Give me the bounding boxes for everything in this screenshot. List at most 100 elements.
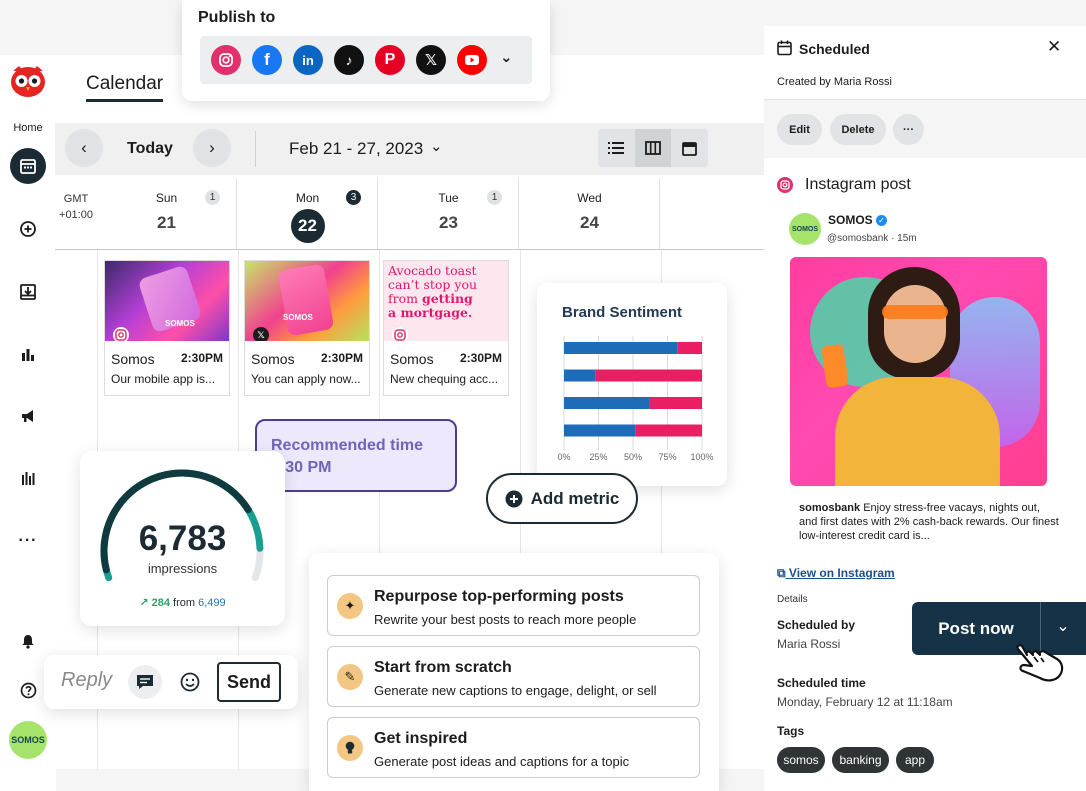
post-account: Somos [390, 351, 434, 367]
scheduled-post-card[interactable]: SOMOS 𝕏 Somos 2:30PM You can apply now..… [244, 260, 370, 396]
chevron-down-icon[interactable]: ⌄ [430, 138, 443, 155]
post-now-button[interactable]: Post now [938, 619, 1014, 638]
pinterest-icon[interactable]: P [375, 45, 405, 75]
next-week-button[interactable]: › [193, 129, 231, 167]
plus-circle-icon [505, 490, 523, 507]
send-button[interactable]: Send [217, 662, 281, 702]
created-by: Created by Maria Rossi [777, 76, 892, 88]
calendar-nav-button[interactable] [10, 148, 46, 184]
more-nav-button[interactable]: ··· [10, 523, 46, 559]
grid-line [55, 249, 766, 250]
owl-logo-icon[interactable] [9, 63, 47, 99]
impressions-value: 6,783 [138, 519, 227, 558]
account-name: SOMOS ✓ [828, 213, 888, 227]
scheduled-post-card[interactable]: SOMOS Somos 2:30PM Our mobile app is... [104, 260, 230, 396]
facebook-icon[interactable]: f [252, 45, 282, 75]
day-name: Sun [155, 191, 178, 205]
delta-value: 284 [151, 597, 170, 609]
delete-button[interactable]: Delete [830, 114, 886, 145]
edit-button[interactable]: Edit [777, 114, 822, 145]
suggestion-start-from-scratch[interactable]: ✎ Start from scratch Generate new captio… [327, 646, 700, 707]
chart-bar-segment [564, 397, 650, 409]
add-metric-button[interactable]: Add metric [486, 473, 638, 524]
calendar-icon [682, 141, 698, 156]
suggestion-get-inspired[interactable]: Get inspired Generate post ideas and cap… [327, 717, 700, 778]
recommended-time-badge[interactable]: Recommended time 2:30 PM [255, 419, 457, 492]
post-time: 2:30PM [320, 351, 363, 365]
ad-line: can’t stop you [388, 277, 478, 292]
post-time: 2:30PM [180, 351, 223, 365]
post-count-badge: 1 [205, 190, 220, 205]
help-button[interactable] [10, 672, 46, 708]
pencil-icon: ✎ [337, 664, 363, 690]
day-name: Tue [438, 191, 459, 205]
chart-bar-segment [677, 342, 702, 354]
day-name: Mon [295, 191, 320, 205]
grid-column-line [661, 250, 662, 770]
emoji-button[interactable] [173, 665, 207, 699]
create-nav-button[interactable] [10, 211, 46, 247]
impressions-label: impressions [147, 561, 218, 576]
more-options-button[interactable]: ··· [893, 114, 924, 145]
analytics-nav-button[interactable] [10, 336, 46, 372]
post-excerpt: New chequing acc... [390, 372, 499, 386]
reports-nav-button[interactable] [10, 460, 46, 496]
day-header-sun[interactable]: Sun 21 1 [97, 178, 237, 250]
today-button[interactable]: Today [127, 140, 173, 157]
profile-avatar[interactable]: SOMOS [9, 721, 47, 759]
panel-title: Scheduled [799, 41, 870, 57]
inbox-nav-button[interactable] [10, 274, 46, 310]
linkedin-icon[interactable]: in [293, 45, 323, 75]
chevron-down-icon[interactable]: ⌄ [1056, 618, 1070, 635]
ad-line: from [388, 291, 422, 306]
list-icon [608, 142, 625, 154]
day-header-mon[interactable]: Mon 22 3 [238, 178, 378, 250]
emoji-icon [180, 672, 200, 692]
saved-replies-button[interactable] [128, 665, 162, 699]
instagram-icon[interactable] [211, 45, 241, 75]
tag-chip[interactable]: banking [832, 747, 889, 773]
tag-chip[interactable]: app [896, 747, 934, 773]
post-account: Somos [251, 351, 295, 367]
x-icon[interactable]: 𝕏 [416, 45, 446, 75]
impressions-card: 6,783 impressions ↗ 284 from 6,499 [80, 451, 285, 626]
suggestion-title: Repurpose top-performing posts [374, 588, 624, 605]
card-brand-text: SOMOS [283, 313, 313, 322]
tag-chip[interactable]: somos [777, 747, 825, 773]
tiktok-icon[interactable]: ♪ [334, 45, 364, 75]
timezone-label: GMT +01:00 [55, 191, 97, 223]
home-label[interactable]: Home [13, 122, 43, 134]
brand-sentiment-chart: 0% 25% 50% 75% 100% [557, 336, 714, 462]
bell-icon [22, 635, 34, 649]
close-icon[interactable]: ✕ [1047, 37, 1062, 56]
magic-wand-icon: ✦ [337, 593, 363, 619]
scheduled-post-card[interactable]: Avocado toast can’t stop you from gettin… [383, 260, 509, 396]
day-header-wed[interactable]: Wed 24 [520, 178, 660, 250]
previous-week-button[interactable]: ‹ [65, 129, 103, 167]
instagram-icon [392, 327, 408, 341]
verified-badge-icon: ✓ [876, 215, 888, 226]
view-on-instagram-link[interactable]: ⧉ View on Instagram [777, 566, 895, 581]
date-range-picker[interactable]: Feb 21 - 27, 2023 [289, 139, 424, 158]
day-header-tue[interactable]: Tue 23 1 [379, 178, 519, 250]
impressions-delta: ↗ 284 from 6,499 [80, 596, 285, 609]
suggestion-repurpose[interactable]: ✦ Repurpose top-performing posts Rewrite… [327, 575, 700, 636]
account-name-text: SOMOS [828, 213, 873, 227]
post-thumbnail: Avocado toast can’t stop you from gettin… [384, 261, 508, 341]
week-view-button[interactable] [634, 129, 672, 167]
chevron-down-icon[interactable]: ⌄ [500, 49, 513, 66]
scheduled-time-label: Scheduled time [777, 676, 866, 690]
calendar-toolbar: ‹ Today › Feb 21 - 27, 2023 ⌄ [55, 123, 766, 175]
day-name: Wed [577, 191, 602, 205]
view-link-label: View on Instagram [788, 566, 895, 580]
notifications-button[interactable] [10, 623, 46, 659]
suggestion-subtitle: Generate new captions to engage, delight… [374, 683, 657, 698]
month-view-button[interactable] [671, 129, 708, 167]
sidebar: Home ··· SOMOS [0, 55, 56, 791]
advertise-nav-button[interactable] [10, 398, 46, 434]
post-type-title: Instagram post [805, 176, 911, 193]
reply-input[interactable]: Reply [61, 669, 113, 691]
youtube-icon[interactable] [457, 45, 487, 75]
tab-calendar[interactable]: Calendar [86, 73, 164, 102]
list-view-button[interactable] [598, 129, 635, 167]
